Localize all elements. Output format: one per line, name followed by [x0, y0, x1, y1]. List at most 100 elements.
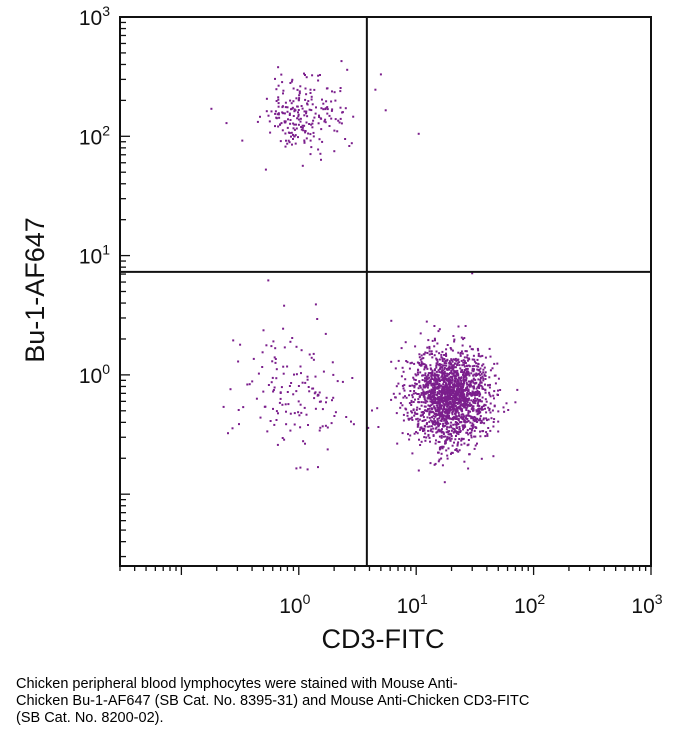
scatter-point: [293, 115, 295, 117]
scatter-point: [319, 74, 321, 76]
scatter-point: [419, 396, 421, 398]
scatter-point: [451, 398, 453, 400]
scatter-point: [497, 410, 499, 412]
scatter-point: [444, 375, 446, 377]
scatter-point: [486, 401, 488, 403]
scatter-point: [487, 407, 489, 409]
scatter-point: [333, 130, 335, 132]
scatter-point: [409, 435, 411, 437]
scatter-point: [296, 373, 298, 375]
scatter-point: [317, 80, 319, 82]
scatter-point: [417, 369, 419, 371]
scatter-point: [307, 133, 309, 135]
scatter-point: [455, 358, 457, 360]
scatter-point: [472, 348, 474, 350]
scatter-point: [281, 111, 283, 113]
scatter-point: [289, 123, 291, 125]
scatter-point: [473, 378, 475, 380]
scatter-point: [411, 400, 413, 402]
scatter-point: [425, 437, 427, 439]
scatter-point: [448, 395, 450, 397]
scatter-point: [468, 389, 470, 391]
scatter-point: [439, 412, 441, 414]
y-tick-label: 100: [79, 361, 110, 388]
scatter-point: [419, 429, 421, 431]
scatter-point: [461, 396, 463, 398]
scatter-point: [298, 385, 300, 387]
scatter-point: [281, 122, 283, 124]
scatter-point: [436, 427, 438, 429]
scatter-point: [311, 96, 313, 98]
scatter-point: [307, 104, 309, 106]
scatter-point: [452, 350, 454, 352]
scatter-point: [238, 423, 240, 425]
scatter-point: [436, 359, 438, 361]
scatter-point: [274, 78, 276, 80]
scatter-point: [299, 90, 301, 92]
scatter-point: [462, 405, 464, 407]
scatter-point: [438, 408, 440, 410]
scatter-point: [450, 363, 452, 365]
scatter-point: [302, 382, 304, 384]
scatter-point: [281, 404, 283, 406]
scatter-point: [315, 391, 317, 393]
scatter-point: [482, 430, 484, 432]
scatter-point: [433, 435, 435, 437]
scatter-point: [333, 415, 335, 417]
scatter-point: [485, 392, 487, 394]
scatter-point: [290, 413, 292, 415]
scatter-point: [283, 373, 285, 375]
scatter-point: [458, 419, 460, 421]
scatter-point: [345, 416, 347, 418]
scatter-point: [429, 441, 431, 443]
scatter-point: [452, 369, 454, 371]
scatter-point: [427, 339, 429, 341]
scatter-point: [274, 387, 276, 389]
scatter-point: [423, 436, 425, 438]
scatter-point: [470, 385, 472, 387]
scatter-point: [456, 415, 458, 417]
scatter-point: [444, 418, 446, 420]
scatter-point: [433, 415, 435, 417]
scatter-point: [467, 413, 469, 415]
scatter-point: [320, 128, 322, 130]
scatter-point: [290, 382, 292, 384]
scatter-point: [436, 404, 438, 406]
scatter-point: [427, 435, 429, 437]
scatter-point: [457, 380, 459, 382]
scatter-point: [313, 89, 315, 91]
scatter-point: [491, 417, 493, 419]
scatter-point: [268, 115, 270, 117]
scatter-point: [311, 74, 313, 76]
scatter-point: [295, 467, 297, 469]
scatter-point: [282, 129, 284, 131]
scatter-point: [302, 108, 304, 110]
scatter-point: [429, 350, 431, 352]
scatter-point: [484, 384, 486, 386]
scatter-point: [439, 364, 441, 366]
scatter-point: [419, 364, 421, 366]
scatter-point: [467, 372, 469, 374]
scatter-point: [424, 352, 426, 354]
scatter-point: [323, 371, 325, 373]
scatter-point: [431, 374, 433, 376]
scatter-point: [403, 420, 405, 422]
scatter-point: [447, 437, 449, 439]
scatter-point: [295, 97, 297, 99]
scatter-point: [432, 340, 434, 342]
scatter-point: [429, 382, 431, 384]
scatter-point: [289, 82, 291, 84]
scatter-point: [284, 346, 286, 348]
scatter-point: [450, 376, 452, 378]
scatter-point: [433, 394, 435, 396]
scatter-point: [477, 413, 479, 415]
scatter-point: [453, 372, 455, 374]
scatter-point: [276, 100, 278, 102]
scatter-point: [348, 145, 350, 147]
scatter-point: [403, 371, 405, 373]
scatter-point: [409, 385, 411, 387]
scatter-point: [298, 119, 300, 121]
scatter-point: [473, 355, 475, 357]
scatter-point: [312, 103, 314, 105]
scatter-point: [439, 436, 441, 438]
